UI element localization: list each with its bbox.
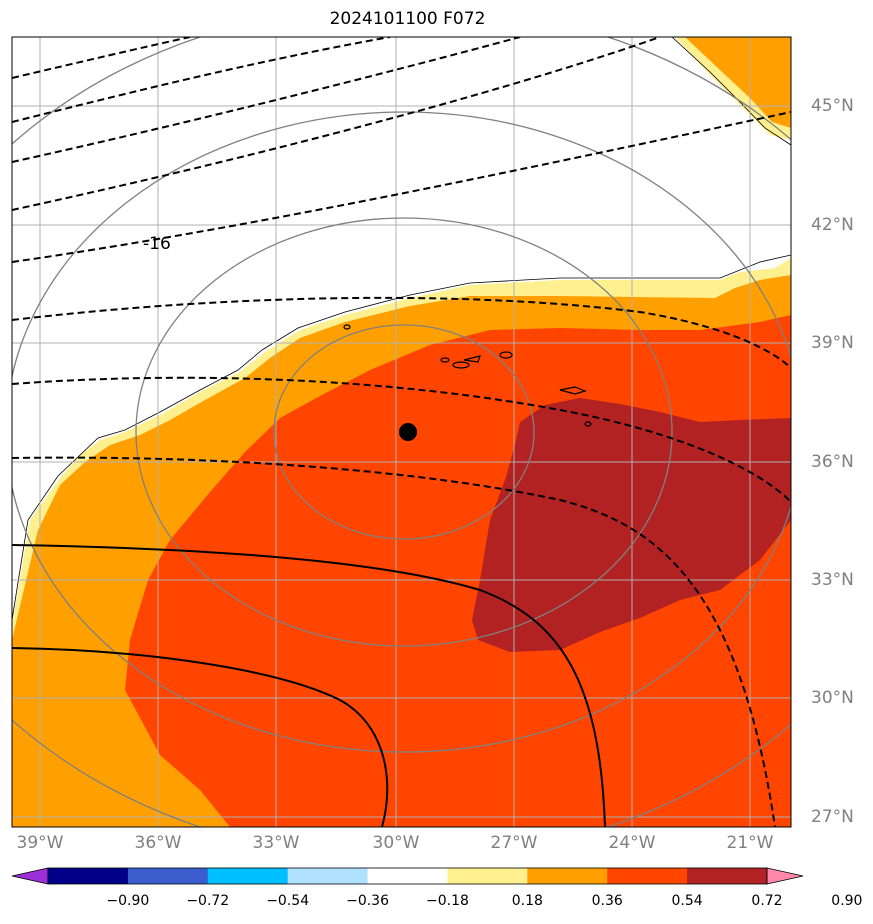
gridlines [12,37,791,827]
lat-label-39n: 39°N [811,333,854,353]
colorbar-tick-label: −0.72 [186,893,230,909]
colorbar-segment [127,868,209,884]
colorbar-tick-label: −0.18 [425,893,469,909]
colorbar-tick-label: 0.18 [511,893,543,909]
solid-contours [12,544,606,827]
contour-label: -16 [143,234,171,254]
lon-label-27w: 27°W [490,833,538,853]
colorbar-tick-label: 0.36 [591,893,623,909]
colorbar-segment [207,868,289,884]
lon-label-21w: 21°W [726,833,774,853]
colorbar-tick-label: −0.54 [266,893,310,909]
colorbar-tick-label: 0.54 [671,893,703,909]
lat-label-36n: 36°N [811,452,854,472]
lat-label-27n: 27°N [811,807,854,827]
colorbar-segment [447,868,528,884]
range-rings [12,37,791,827]
storm-center-marker [399,423,417,441]
shaded-patch-northeast-inner [685,37,791,128]
lat-label-42n: 42°N [811,215,854,235]
lon-label-30w: 30°W [372,833,420,853]
map-frame [11,36,792,828]
lon-label-39w: 39°W [16,833,64,853]
lon-label-36w: 36°W [134,833,182,853]
lon-label-33w: 33°W [252,833,300,853]
colorbar-arrow-right [766,867,804,885]
lat-label-33n: 33°N [811,570,854,590]
colorbar-tick-label: 0.90 [831,893,863,909]
lon-label-24w: 24°W [608,833,656,853]
colorbar [11,867,804,885]
small-contours [343,324,592,427]
colorbar-segment [607,868,688,884]
lat-label-45n: 45°N [811,96,854,116]
colorbar-segment [687,868,768,884]
colorbar-segment [287,868,369,884]
colorbar-tick-label: −0.90 [106,893,150,909]
colorbar-segment [527,868,608,884]
colorbar-tick-label: 0.72 [751,893,783,909]
colorbar-segment [48,868,129,884]
thin-contour-northeast [671,37,791,146]
lat-label-30n: 30°N [811,688,854,708]
colorbar-segment [367,868,448,884]
thin-contour-south [12,254,791,621]
map-title: 2024101100 F072 [329,9,486,29]
colorbar-arrow-left [11,867,49,885]
colorbar-frame [47,867,768,885]
dashed-contours [12,37,791,827]
colorbar-tick-label: −0.36 [346,893,389,909]
